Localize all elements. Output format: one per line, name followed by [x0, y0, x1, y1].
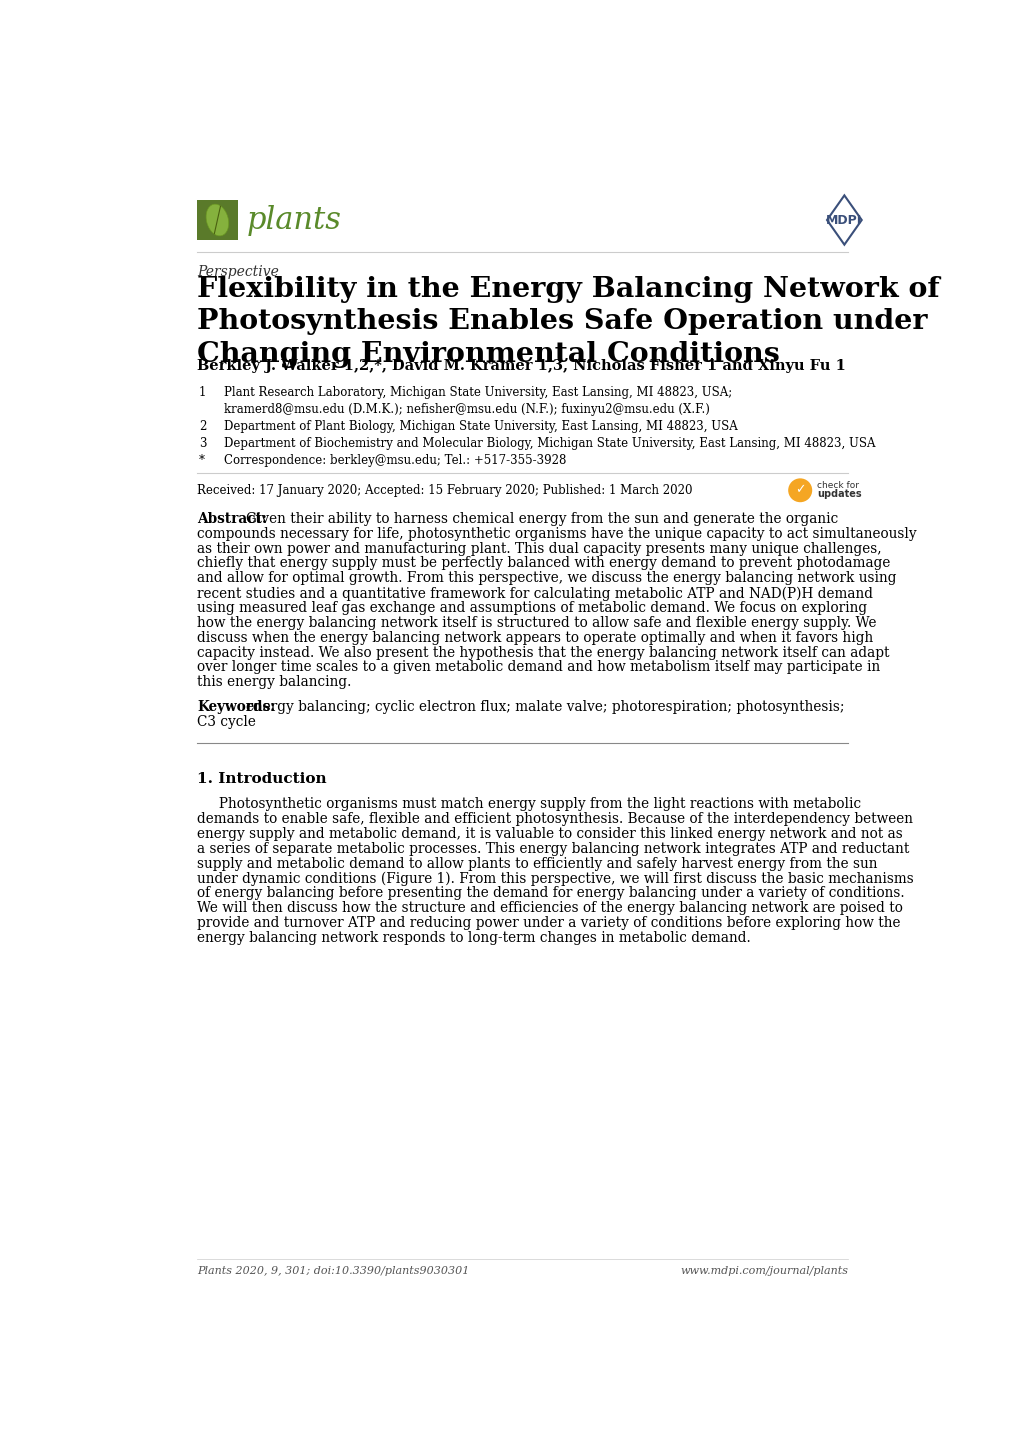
Circle shape	[788, 479, 811, 502]
Text: 1. Introduction: 1. Introduction	[197, 771, 326, 786]
Text: chiefly that energy supply must be perfectly balanced with energy demand to prev: chiefly that energy supply must be perfe…	[197, 557, 890, 571]
Text: Correspondence: berkley@msu.edu; Tel.: +517-355-3928: Correspondence: berkley@msu.edu; Tel.: +…	[224, 454, 567, 467]
FancyBboxPatch shape	[197, 200, 237, 239]
Text: 2: 2	[199, 420, 206, 433]
Text: supply and metabolic demand to allow plants to efficiently and safely harvest en: supply and metabolic demand to allow pla…	[197, 857, 877, 871]
Text: Keywords:: Keywords:	[197, 701, 275, 714]
Text: We will then discuss how the structure and efficiencies of the energy balancing : We will then discuss how the structure a…	[197, 901, 902, 916]
Text: capacity instead. We also present the hypothesis that the energy balancing netwo: capacity instead. We also present the hy…	[197, 646, 889, 659]
Ellipse shape	[206, 205, 228, 236]
Text: MDPI: MDPI	[825, 213, 862, 226]
Text: check for: check for	[816, 482, 858, 490]
Text: 1: 1	[199, 386, 206, 399]
Text: plants: plants	[247, 205, 341, 235]
Text: updates: updates	[816, 489, 861, 499]
Text: Received: 17 January 2020; Accepted: 15 February 2020; Published: 1 March 2020: Received: 17 January 2020; Accepted: 15 …	[197, 485, 692, 497]
Text: under dynamic conditions (Figure 1). From this perspective, we will first discus: under dynamic conditions (Figure 1). Fro…	[197, 871, 913, 885]
Text: how the energy balancing network itself is structured to allow safe and flexible: how the energy balancing network itself …	[197, 616, 876, 630]
Text: as their own power and manufacturing plant. This dual capacity presents many uni: as their own power and manufacturing pla…	[197, 542, 881, 555]
Text: energy balancing; cyclic electron flux; malate valve; photorespiration; photosyn: energy balancing; cyclic electron flux; …	[246, 701, 844, 714]
Text: using measured leaf gas exchange and assumptions of metabolic demand. We focus o: using measured leaf gas exchange and ass…	[197, 601, 866, 614]
Text: 3: 3	[199, 437, 206, 450]
Text: over longer time scales to a given metabolic demand and how metabolism itself ma: over longer time scales to a given metab…	[197, 660, 879, 675]
Text: provide and turnover ATP and reducing power under a variety of conditions before: provide and turnover ATP and reducing po…	[197, 916, 900, 930]
Text: www.mdpi.com/journal/plants: www.mdpi.com/journal/plants	[680, 1266, 848, 1276]
Text: Plant Research Laboratory, Michigan State University, East Lansing, MI 48823, US: Plant Research Laboratory, Michigan Stat…	[224, 386, 732, 399]
Text: of energy balancing before presenting the demand for energy balancing under a va: of energy balancing before presenting th…	[197, 887, 904, 900]
Text: and allow for optimal growth. From this perspective, we discuss the energy balan: and allow for optimal growth. From this …	[197, 571, 896, 585]
Text: Photosynthetic organisms must match energy supply from the light reactions with : Photosynthetic organisms must match ener…	[197, 797, 860, 812]
Text: Abstract:: Abstract:	[197, 512, 267, 526]
Text: demands to enable safe, flexible and efficient photosynthesis. Because of the in: demands to enable safe, flexible and eff…	[197, 812, 912, 826]
Text: energy balancing network responds to long-term changes in metabolic demand.: energy balancing network responds to lon…	[197, 932, 750, 945]
Text: ✓: ✓	[794, 483, 805, 496]
Text: Plants 2020, 9, 301; doi:10.3390/plants9030301: Plants 2020, 9, 301; doi:10.3390/plants9…	[197, 1266, 469, 1276]
Text: Department of Plant Biology, Michigan State University, East Lansing, MI 48823, : Department of Plant Biology, Michigan St…	[224, 420, 738, 433]
Text: discuss when the energy balancing network appears to operate optimally and when : discuss when the energy balancing networ…	[197, 630, 872, 645]
Text: Flexibility in the Energy Balancing Network of
Photosynthesis Enables Safe Opera: Flexibility in the Energy Balancing Netw…	[197, 277, 938, 368]
Text: recent studies and a quantitative framework for calculating metabolic ATP and NA: recent studies and a quantitative framew…	[197, 585, 872, 600]
Text: this energy balancing.: this energy balancing.	[197, 675, 352, 689]
Text: kramerd8@msu.edu (D.M.K.); nefisher@msu.edu (N.F.); fuxinyu2@msu.edu (X.F.): kramerd8@msu.edu (D.M.K.); nefisher@msu.…	[224, 404, 709, 417]
Text: Given their ability to harness chemical energy from the sun and generate the org: Given their ability to harness chemical …	[246, 512, 838, 526]
Text: Berkley J. Walker 1,2,*, David M. Kramer 1,3, Nicholas Fisher 1 and Xinyu Fu 1: Berkley J. Walker 1,2,*, David M. Kramer…	[197, 359, 846, 373]
Text: compounds necessary for life, photosynthetic organisms have the unique capacity : compounds necessary for life, photosynth…	[197, 526, 916, 541]
Text: Department of Biochemistry and Molecular Biology, Michigan State University, Eas: Department of Biochemistry and Molecular…	[224, 437, 875, 450]
Text: energy supply and metabolic demand, it is valuable to consider this linked energ: energy supply and metabolic demand, it i…	[197, 826, 902, 841]
Text: Perspective: Perspective	[197, 265, 279, 280]
Text: C3 cycle: C3 cycle	[197, 715, 256, 730]
Text: a series of separate metabolic processes. This energy balancing network integrat: a series of separate metabolic processes…	[197, 842, 909, 855]
Text: *: *	[199, 454, 205, 467]
